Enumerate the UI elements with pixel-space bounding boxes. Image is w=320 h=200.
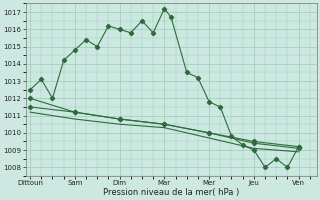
- X-axis label: Pression niveau de la mer( hPa ): Pression niveau de la mer( hPa ): [103, 188, 239, 197]
